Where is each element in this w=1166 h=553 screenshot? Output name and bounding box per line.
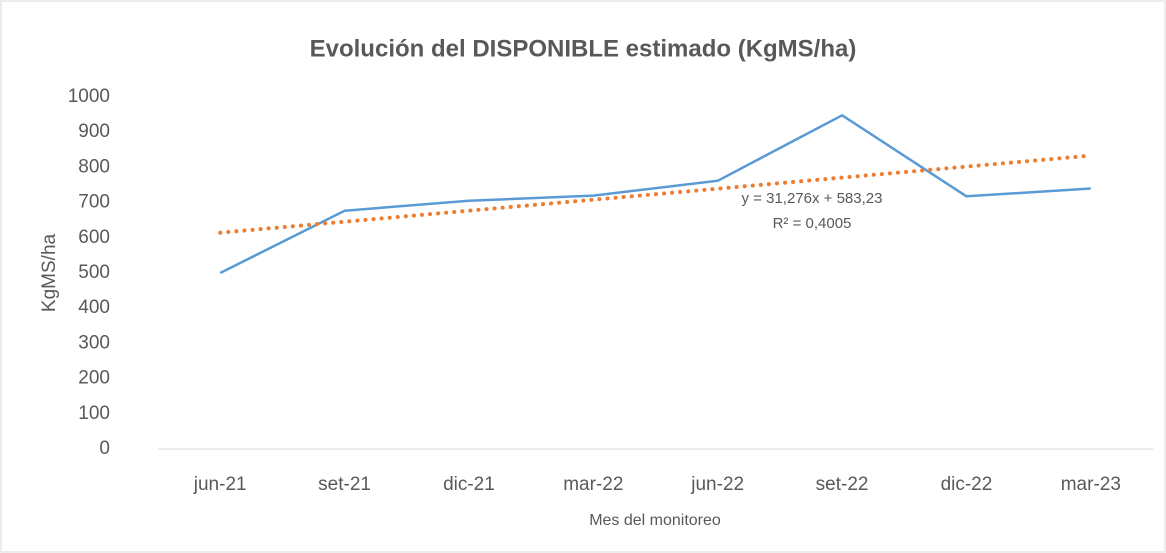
trendline-equation: y = 31,276x + 583,23: [742, 190, 883, 207]
data-line: [219, 114, 1091, 275]
y-tick-label: 1000: [68, 86, 110, 107]
y-tick-label: 900: [78, 121, 110, 142]
y-tick-label: 800: [78, 156, 110, 177]
trendline: [218, 153, 1093, 235]
x-tick-label: mar-23: [1061, 474, 1121, 495]
y-tick-label: 100: [78, 403, 110, 424]
x-tick-label: dic-22: [941, 474, 993, 495]
chart-title: Evolución del DISPONIBLE estimado (KgMS/…: [310, 35, 857, 62]
y-tick-label: 700: [78, 192, 110, 213]
y-tick-label: 500: [78, 262, 110, 283]
y-tick-label: 600: [78, 227, 110, 248]
y-tick-label: 300: [78, 332, 110, 353]
y-tick-label: 400: [78, 297, 110, 318]
x-tick-label: jun-21: [193, 474, 247, 495]
x-tick-label: set-21: [318, 474, 371, 495]
y-tick-label: 0: [99, 438, 110, 459]
y-tick-label: 200: [78, 368, 110, 389]
x-tick-label: jun-22: [690, 474, 744, 495]
x-axis-label: Mes del monitoreo: [589, 512, 721, 529]
x-tick-label: dic-21: [443, 474, 495, 495]
x-tick-label: mar-22: [563, 474, 623, 495]
y-axis-label: KgMS/ha: [39, 233, 60, 312]
trendline-r2: R² = 0,4005: [773, 215, 852, 232]
x-tick-label: set-22: [816, 474, 869, 495]
